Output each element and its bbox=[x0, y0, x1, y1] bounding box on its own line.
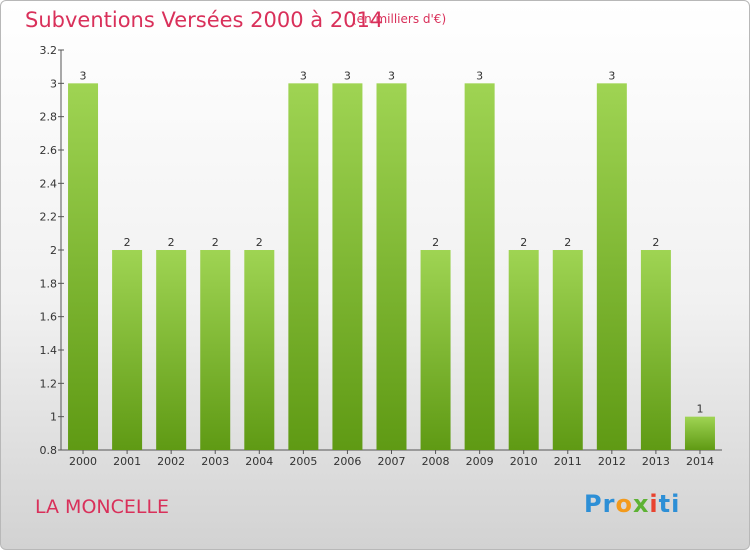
x-tick-label: 2010 bbox=[510, 455, 538, 468]
y-tick-label: 1.6 bbox=[40, 311, 58, 324]
value-label: 3 bbox=[388, 69, 395, 82]
x-tick-label: 2014 bbox=[686, 455, 714, 468]
value-label: 2 bbox=[564, 236, 571, 249]
bar bbox=[112, 250, 143, 450]
value-label: 2 bbox=[652, 236, 659, 249]
value-label: 2 bbox=[432, 236, 439, 249]
y-tick-label: 1 bbox=[50, 411, 57, 424]
bar bbox=[68, 83, 99, 450]
x-tick-label: 2011 bbox=[554, 455, 582, 468]
y-tick-label: 2.8 bbox=[40, 111, 58, 124]
bar bbox=[244, 250, 275, 450]
value-label: 3 bbox=[300, 69, 307, 82]
x-tick-label: 2005 bbox=[289, 455, 317, 468]
x-tick-label: 2013 bbox=[642, 455, 670, 468]
chart-unit: (en milliers d'€) bbox=[352, 12, 447, 26]
y-tick-label: 2.2 bbox=[40, 211, 58, 224]
proxiti-logo[interactable]: Proxiti bbox=[584, 490, 681, 518]
value-label: 2 bbox=[256, 236, 263, 249]
y-tick-label: 0.8 bbox=[40, 444, 58, 457]
value-label: 2 bbox=[124, 236, 131, 249]
value-label: 2 bbox=[520, 236, 527, 249]
bar bbox=[508, 250, 539, 450]
commune-name: LA MONCELLE bbox=[35, 496, 170, 518]
y-tick-label: 2.6 bbox=[40, 144, 58, 157]
bar bbox=[420, 250, 451, 450]
y-tick-label: 3 bbox=[50, 77, 57, 90]
bar bbox=[376, 83, 407, 450]
x-tick-label: 2002 bbox=[157, 455, 185, 468]
bar bbox=[288, 83, 319, 450]
labels: 3 2000 2 2001 2 2002 2 2003 2 2004 3 2005 3 2006 3 2007… bbox=[69, 69, 714, 468]
x-tick-label: 2012 bbox=[598, 455, 626, 468]
x-tick-label: 2001 bbox=[113, 455, 141, 468]
bar bbox=[596, 83, 627, 450]
bar bbox=[552, 250, 583, 450]
x-tick-label: 2000 bbox=[69, 455, 97, 468]
chart-title: Subventions Versées 2000 à 2014 bbox=[25, 8, 384, 32]
bar bbox=[200, 250, 231, 450]
value-label: 3 bbox=[80, 69, 87, 82]
value-label: 2 bbox=[212, 236, 219, 249]
bars bbox=[68, 83, 715, 450]
x-tick-label: 2008 bbox=[422, 455, 450, 468]
x-tick-label: 2003 bbox=[201, 455, 229, 468]
value-label: 2 bbox=[168, 236, 175, 249]
y-tick-label: 2.4 bbox=[40, 177, 58, 190]
bar bbox=[332, 83, 363, 450]
y-tick-label: 1.4 bbox=[40, 344, 58, 357]
bar bbox=[684, 416, 715, 450]
value-label: 3 bbox=[608, 69, 615, 82]
y-tick-label: 1.2 bbox=[40, 377, 58, 390]
value-label: 3 bbox=[476, 69, 483, 82]
x-tick-label: 2004 bbox=[245, 455, 273, 468]
bar bbox=[156, 250, 187, 450]
bar bbox=[640, 250, 671, 450]
bar bbox=[464, 83, 495, 450]
y-tick-label: 3.2 bbox=[40, 44, 58, 57]
x-tick-label: 2007 bbox=[378, 455, 406, 468]
value-label: 3 bbox=[344, 69, 351, 82]
value-label: 1 bbox=[696, 403, 703, 416]
y-tick-label: 1.8 bbox=[40, 277, 58, 290]
x-tick-label: 2006 bbox=[333, 455, 361, 468]
x-tick-label: 2009 bbox=[466, 455, 494, 468]
y-tick-label: 2 bbox=[50, 244, 57, 257]
